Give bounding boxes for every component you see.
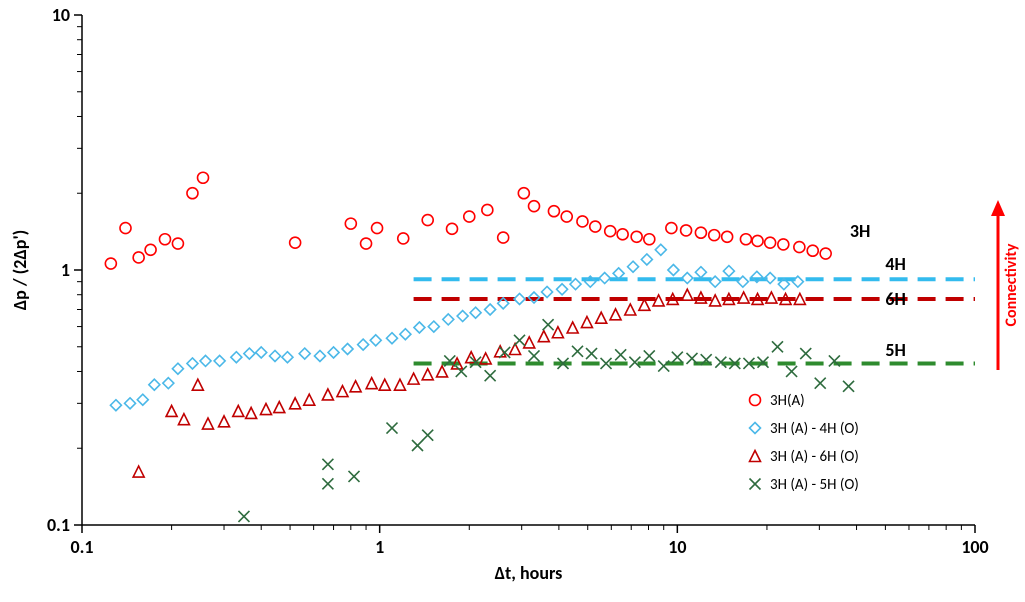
x-tick-label: 10 [668, 536, 686, 558]
series-3H(A) [105, 172, 831, 269]
x-tick-label: 1 [375, 536, 384, 558]
legend-label: 3H (A) - 5H (O) [770, 476, 859, 494]
series-3H (A) - 4H (O) [110, 244, 803, 410]
chart-container: 0.1 1 10 100 0.1 1 10 Δt, hours Δp / (2Δp') 3H 4H 6… [0, 0, 1025, 602]
legend-label: 3H(A) [770, 392, 805, 410]
series-annotation-5H: 5H [885, 339, 905, 361]
series-annotation-6H: 6H [885, 288, 905, 310]
series-3H (A) - 6H (O) [133, 289, 805, 477]
series-annotation-3H: 3H [850, 220, 870, 242]
scatter-chart: 0.1 1 10 100 0.1 1 10 Δt, hours Δp / (2Δp') 3H 4H 6… [0, 0, 1025, 602]
legend-label: 3H (A) - 4H (O) [770, 420, 859, 438]
y-axis-label: Δp / (2Δp') [9, 230, 31, 311]
series-annotation-4H: 4H [885, 253, 905, 275]
x-axis-label: Δt, hours [495, 562, 563, 584]
connectivity-annotation: Connectivity [1002, 243, 1021, 326]
y-tick-label: 10 [52, 4, 70, 26]
x-tick-label: 100 [961, 536, 988, 558]
y-tick-label: 1 [61, 259, 70, 281]
legend-label: 3H (A) - 6H (O) [770, 448, 859, 466]
legend: 3H(A) 3H (A) - 4H (O) 3H (A) - 6H (O) 3H (A… [750, 392, 859, 494]
x-tick-label: 0.1 [70, 536, 93, 558]
y-tick-label: 0.1 [47, 514, 70, 536]
